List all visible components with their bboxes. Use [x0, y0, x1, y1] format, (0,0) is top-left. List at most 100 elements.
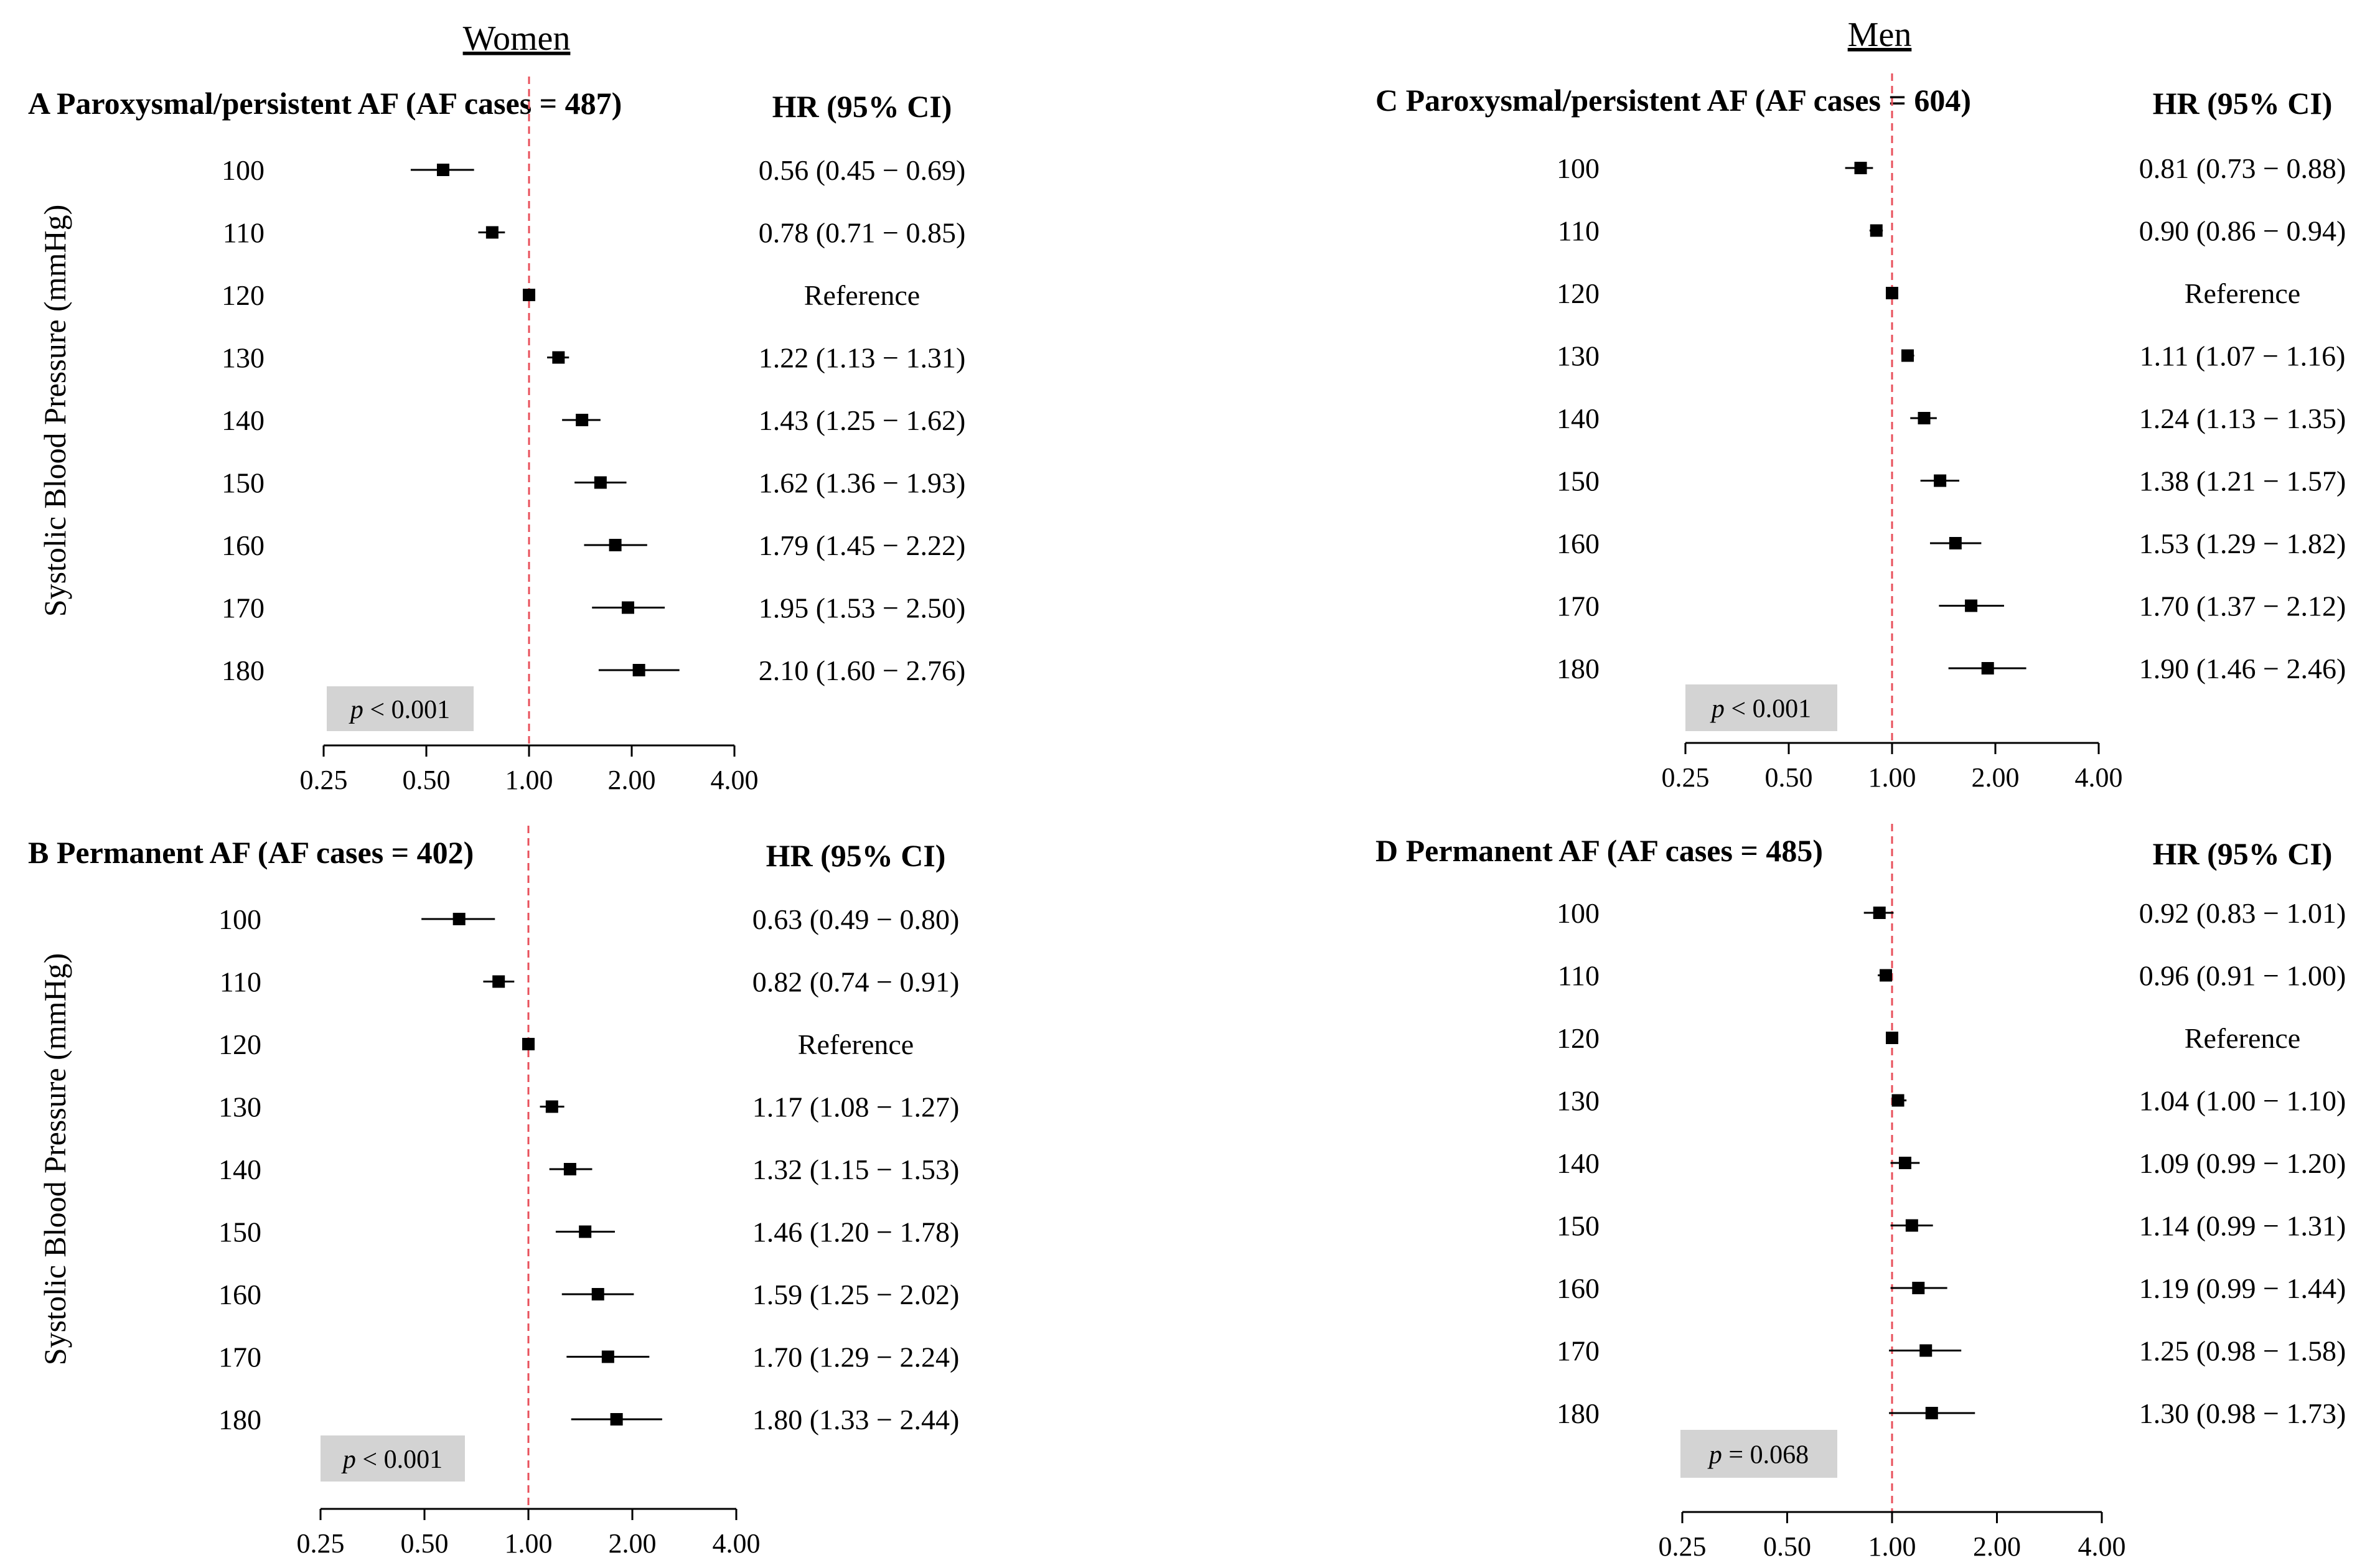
hr-ci-label: 1.24 (1.13 − 1.35) — [2139, 403, 2346, 434]
sbp-category-label: 150 — [1557, 1210, 1600, 1242]
p-value-box — [327, 686, 474, 731]
sbp-category-label: 110 — [1558, 215, 1600, 247]
women-header: Women — [463, 19, 571, 58]
x-tick-label: 4.00 — [713, 1528, 761, 1559]
hr-ci-label: 1.79 (1.45 − 2.22) — [759, 530, 966, 561]
hr-point — [1965, 599, 1978, 612]
hr-ci-label: 0.81 (0.73 − 0.88) — [2139, 152, 2346, 184]
hr-point — [1925, 1407, 1938, 1419]
hr-ci-label: 0.96 (0.91 − 1.00) — [2139, 960, 2346, 992]
sbp-category-label: 170 — [1557, 590, 1600, 622]
x-tick-label: 0.25 — [300, 765, 348, 795]
sbp-category-label: 130 — [218, 1091, 261, 1123]
hr-ci-label: 1.11 (1.07 − 1.16) — [2140, 340, 2346, 372]
p-value-number: = 0.068 — [1722, 1441, 1809, 1470]
hr-column-header: HR (95% CI) — [2153, 836, 2333, 871]
hr-ci-label: Reference — [2185, 278, 2300, 309]
x-tick-label: 0.50 — [1765, 762, 1813, 793]
hr-ci-label: Reference — [798, 1029, 914, 1060]
sbp-category-label: 160 — [1557, 528, 1600, 559]
p-value-symbol: p — [1707, 1441, 1722, 1470]
hr-ci-label: 1.09 (0.99 − 1.20) — [2139, 1147, 2346, 1179]
x-tick-label: 0.25 — [297, 1528, 345, 1559]
hr-ci-label: 1.46 (1.20 − 1.78) — [752, 1216, 960, 1248]
panel-d: D Permanent AF (AF cases = 485) HR (95% C… — [1375, 824, 2346, 1562]
sbp-category-label: 180 — [1557, 653, 1600, 684]
hr-ci-label: 1.32 (1.15 − 1.53) — [752, 1154, 960, 1185]
sbp-category-label: 180 — [1557, 1398, 1600, 1429]
hr-point — [610, 1413, 623, 1426]
p-value-box — [321, 1435, 465, 1482]
x-tick-label: 0.25 — [1659, 1531, 1707, 1562]
hr-point — [1854, 162, 1867, 174]
hr-point — [1870, 224, 1883, 237]
hr-point — [1918, 412, 1931, 424]
sbp-category-label: 110 — [1558, 960, 1600, 992]
hr-ci-label: 1.80 (1.33 − 2.44) — [752, 1404, 960, 1435]
hr-point — [1901, 349, 1914, 362]
hr-point — [485, 226, 499, 239]
men-header: Men — [1848, 16, 1912, 54]
sbp-category-label: 100 — [1557, 152, 1600, 184]
sbp-category-label: 150 — [1557, 465, 1600, 497]
panel-title: C Paroxysmal/persistent AF (AF cases = 6… — [1375, 83, 1971, 118]
hr-point — [545, 1100, 558, 1113]
hr-point — [1919, 1344, 1933, 1357]
sbp-category-label: 160 — [1557, 1272, 1600, 1304]
sbp-category-label: 180 — [218, 1404, 261, 1435]
hr-ci-label: 0.56 (0.45 − 0.69) — [759, 154, 966, 186]
hr-point — [579, 1225, 592, 1238]
hr-point — [523, 289, 535, 301]
panel-title: D Permanent AF (AF cases = 485) — [1375, 833, 1823, 868]
hr-ci-label: 0.92 (0.83 − 1.01) — [2139, 897, 2346, 929]
panels: A Paroxysmal/persistent AF (AF cases = 4… — [28, 73, 2346, 1562]
hr-ci-label: 0.63 (0.49 − 0.80) — [752, 903, 960, 935]
sbp-category-label: 130 — [1557, 340, 1600, 372]
x-tick-label: 1.00 — [1868, 762, 1916, 793]
hr-point — [1905, 1219, 1918, 1232]
hr-ci-label: 1.95 (1.53 − 2.50) — [759, 592, 966, 624]
hr-ci-label: 1.70 (1.37 − 2.12) — [2139, 590, 2346, 622]
hr-point — [576, 414, 589, 426]
sbp-category-label: 160 — [222, 530, 265, 561]
hr-point — [1880, 969, 1893, 982]
sbp-category-label: 170 — [218, 1342, 261, 1373]
hr-ci-label: 1.90 (1.46 − 2.46) — [2139, 653, 2346, 684]
hr-ci-label: 1.38 (1.21 − 1.57) — [2139, 465, 2346, 497]
x-tick-label: 2.00 — [609, 1528, 657, 1559]
hr-column-header: HR (95% CI) — [2153, 86, 2333, 121]
p-value-number: < 0.001 — [363, 696, 450, 724]
hr-ci-label: 1.14 (0.99 − 1.31) — [2139, 1210, 2346, 1242]
hr-point — [563, 1163, 576, 1175]
hr-point — [1873, 907, 1886, 919]
hr-point — [621, 601, 634, 614]
hr-point — [1886, 287, 1898, 299]
hr-ci-label: 1.25 (0.98 − 1.58) — [2139, 1335, 2346, 1367]
hr-point — [1886, 1032, 1898, 1044]
panel-a: A Paroxysmal/persistent AF (AF cases = 4… — [28, 77, 965, 795]
sbp-category-label: 130 — [222, 342, 265, 374]
x-tick-label: 0.50 — [401, 1528, 449, 1559]
p-value-symbol: p — [349, 696, 363, 724]
hr-ci-label: 2.10 (1.60 − 2.76) — [759, 655, 966, 686]
hr-point — [1912, 1282, 1925, 1294]
p-value-text: p < 0.001 — [349, 696, 450, 724]
sbp-category-label: 100 — [1557, 897, 1600, 929]
p-value-text: p = 0.068 — [1707, 1441, 1809, 1470]
x-tick-label: 4.00 — [2078, 1531, 2126, 1562]
hr-point — [1891, 1094, 1904, 1107]
p-value-box — [1680, 1430, 1837, 1478]
x-tick-label: 2.00 — [608, 765, 656, 795]
x-tick-label: 4.00 — [2075, 762, 2123, 793]
sbp-category-label: 140 — [1557, 403, 1600, 434]
hr-ci-label: 0.90 (0.86 − 0.94) — [2139, 215, 2346, 247]
sbp-category-label: 140 — [218, 1154, 261, 1185]
sbp-category-label: 180 — [222, 655, 265, 686]
sbp-category-label: 160 — [218, 1279, 261, 1310]
hr-point — [594, 476, 607, 489]
hr-point — [601, 1350, 614, 1363]
panel-title: A Paroxysmal/persistent AF (AF cases = 4… — [28, 86, 622, 121]
sbp-category-label: 110 — [220, 966, 261, 998]
hr-ci-label: Reference — [804, 279, 920, 311]
